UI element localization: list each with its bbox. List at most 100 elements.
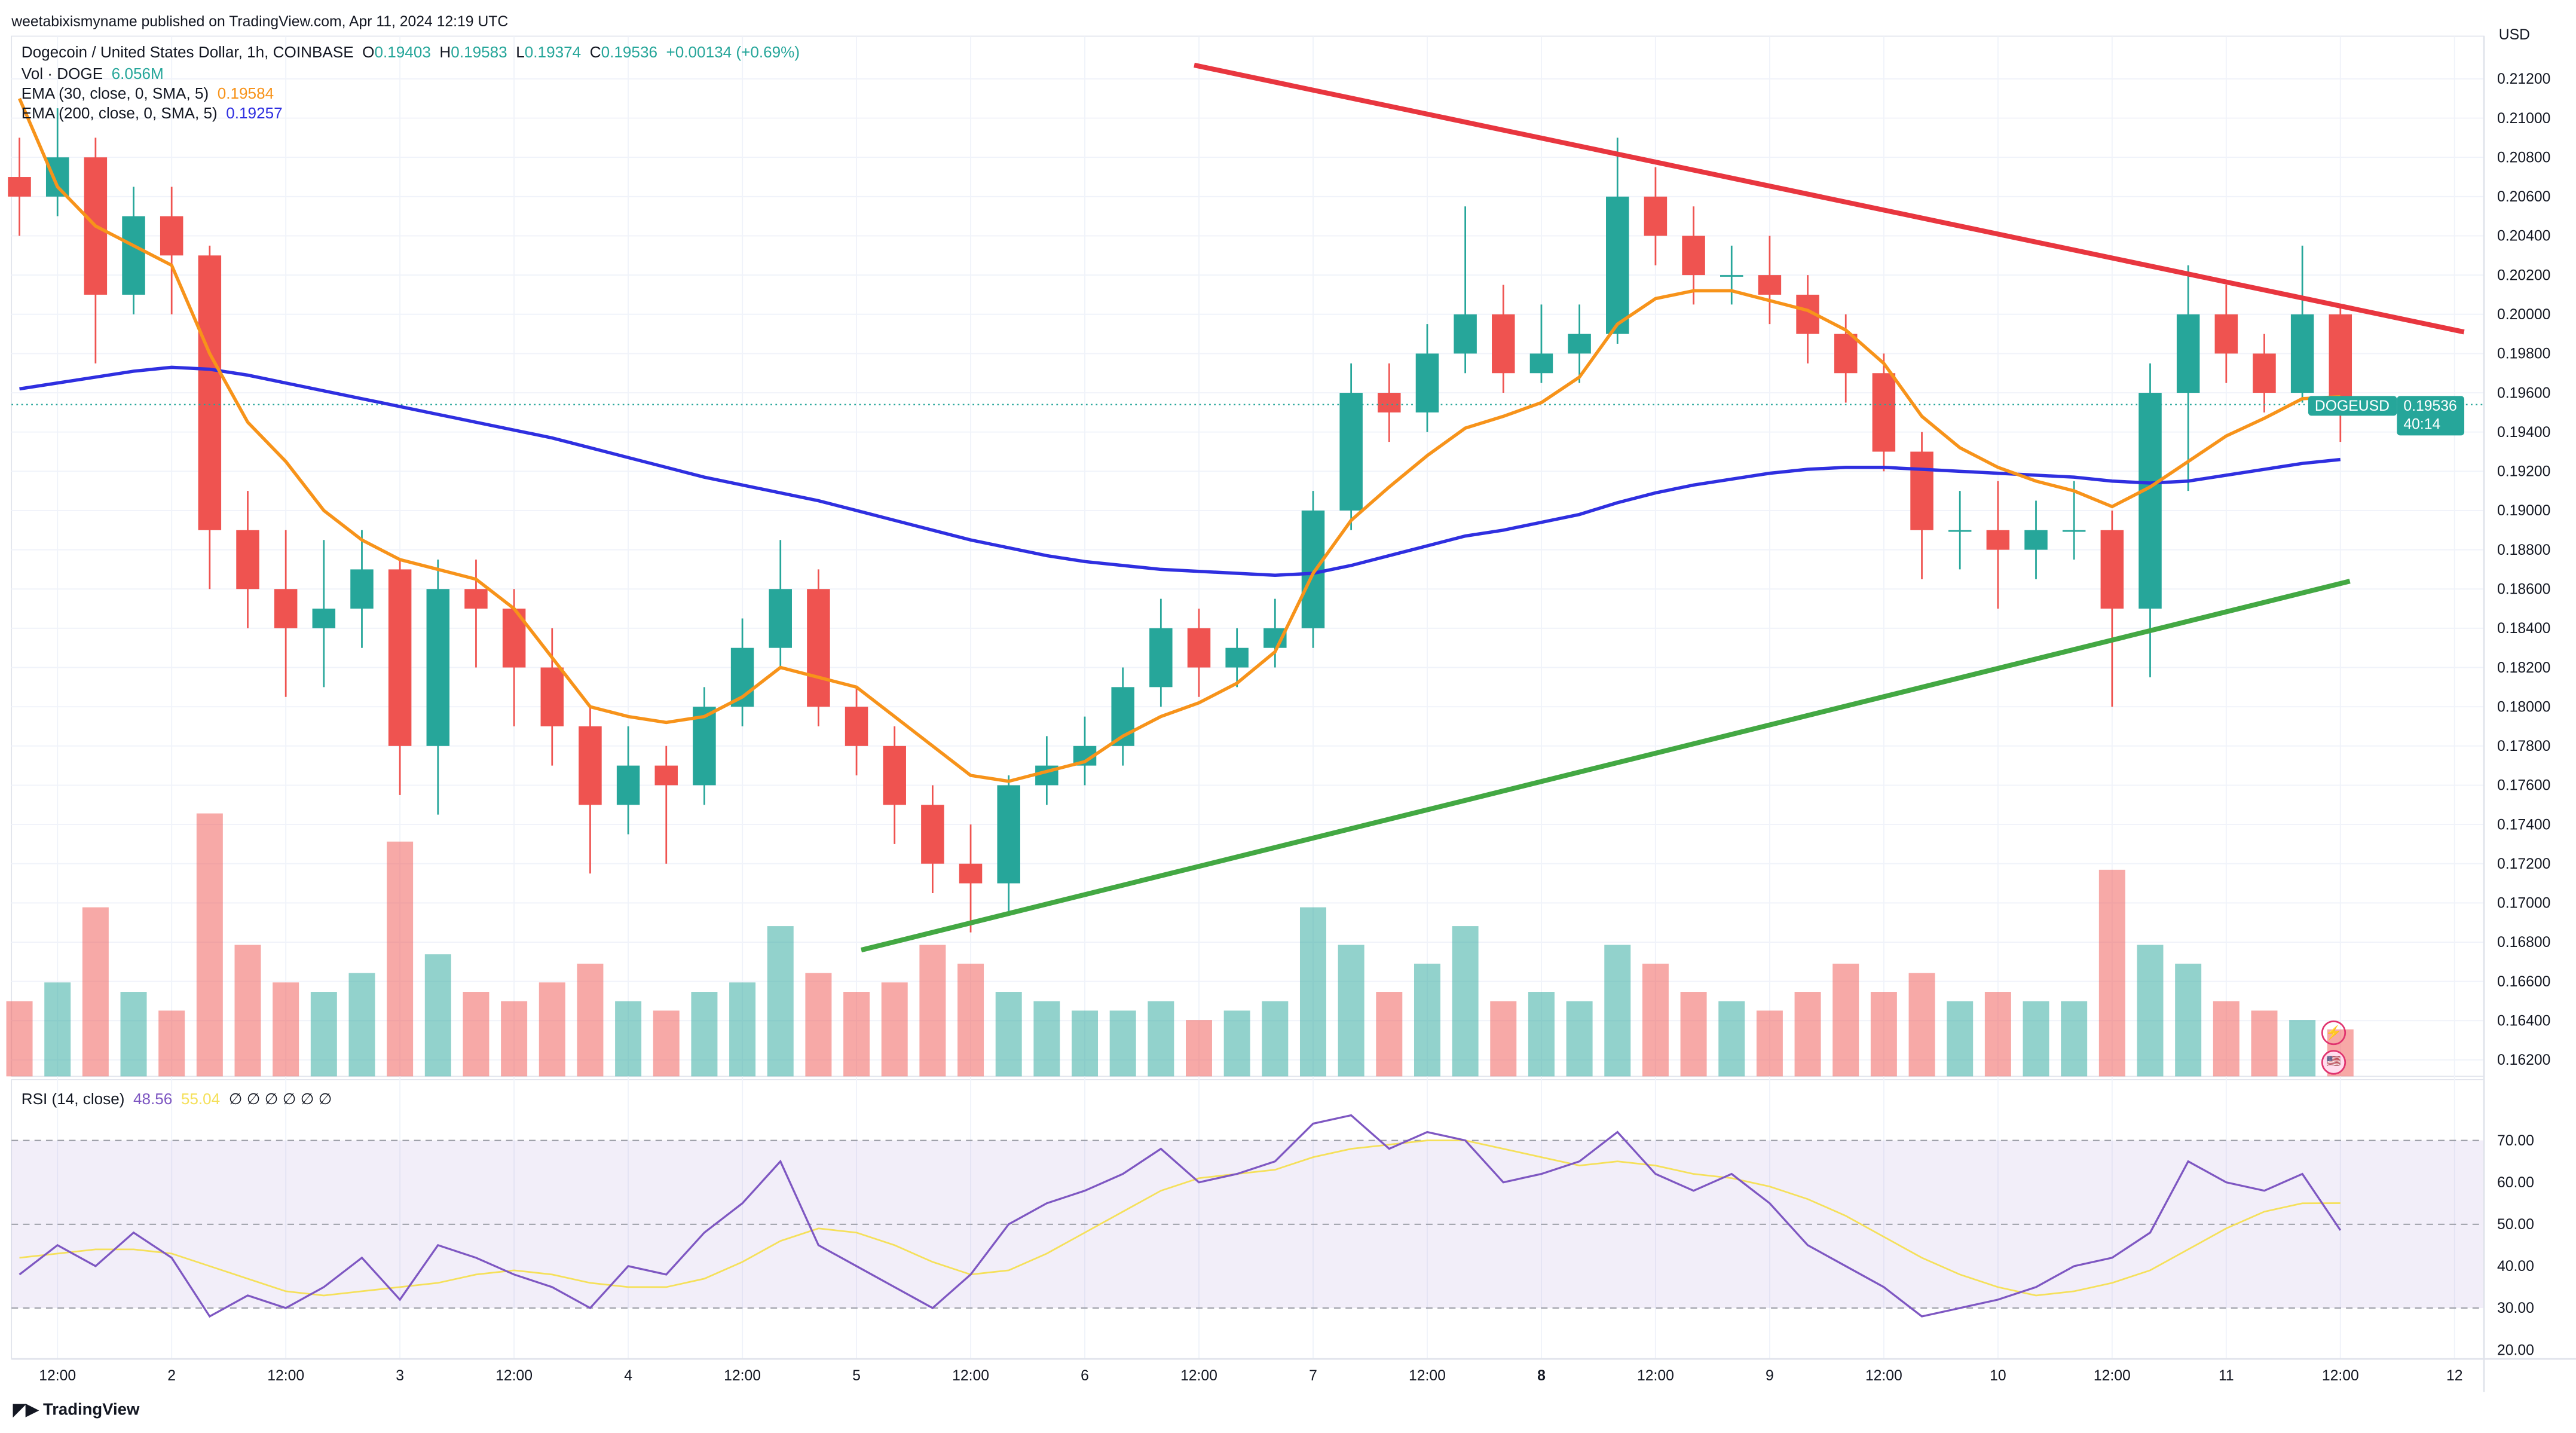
- volume-bar: [1186, 1020, 1212, 1077]
- ema200-value: 0.19257: [226, 105, 283, 124]
- volume-bar: [957, 963, 984, 1077]
- price-tick-label: 0.17600: [2497, 778, 2550, 794]
- time-tick-label: 12:00: [724, 1368, 761, 1384]
- volume-bar: [1908, 973, 1935, 1077]
- candle-body: [1948, 530, 1972, 532]
- volume-bar: [1794, 992, 1821, 1077]
- candle-body: [883, 745, 906, 805]
- volume-bar: [1566, 1001, 1593, 1077]
- rsi-line: [19, 1114, 2342, 1318]
- candle-body: [540, 667, 564, 726]
- volume-bar: [1832, 963, 1859, 1077]
- price-tick-label: 0.17800: [2497, 738, 2550, 754]
- candle-body: [1415, 353, 1439, 413]
- publish-line: weetabixismyname published on TradingVie…: [11, 13, 509, 30]
- ema200-line: [19, 365, 2341, 578]
- open-label: O: [362, 44, 375, 63]
- close-value: 0.19536: [601, 44, 657, 63]
- volume-bar: [539, 982, 565, 1077]
- volume-legend[interactable]: Vol · DOGE 6.056M: [22, 66, 164, 84]
- volume-bar: [1680, 992, 1707, 1077]
- candle-body: [45, 157, 69, 197]
- candle-body: [2290, 314, 2314, 393]
- volume-bar: [767, 926, 794, 1077]
- volume-bar: [1338, 945, 1365, 1077]
- candle-body: [769, 589, 792, 648]
- candle-body: [2062, 530, 2086, 532]
- candle-body: [2253, 353, 2276, 393]
- price-tick-label: 0.20200: [2497, 267, 2550, 283]
- price-tick-label: 0.17200: [2497, 856, 2550, 872]
- volume-bar: [1490, 1001, 1517, 1077]
- resistance-trendline: [1194, 62, 2465, 335]
- volume-bar: [843, 992, 870, 1077]
- price-tick-label: 0.18000: [2497, 699, 2550, 715]
- price-tick-label: 0.21200: [2497, 71, 2550, 87]
- volume-bar: [348, 973, 375, 1077]
- candle-body: [1606, 196, 1629, 334]
- volume-bar: [1452, 926, 1479, 1077]
- volume-bar: [1299, 907, 1326, 1077]
- volume-bar: [273, 982, 299, 1077]
- tradingview-logo-icon: ◤▶: [13, 1401, 39, 1420]
- price-tick-label: 0.21000: [2497, 111, 2550, 127]
- open-value: 0.19403: [374, 44, 431, 63]
- volume-bar: [1033, 1001, 1060, 1077]
- candle-body: [2176, 314, 2200, 393]
- ema30-label: EMA (30, close, 0, SMA, 5): [21, 85, 209, 104]
- candle-body: [1187, 628, 1211, 668]
- candle-body: [1492, 314, 1515, 374]
- price-tick-label: 0.16800: [2497, 934, 2550, 951]
- candle-body: [1682, 236, 1705, 276]
- price-tick-label: 0.18800: [2497, 542, 2550, 558]
- rsi-tick-label: 30.00: [2497, 1300, 2534, 1316]
- time-tick-label: 10: [1990, 1368, 2006, 1384]
- candle-body: [312, 609, 336, 628]
- rsi-value: 48.56: [133, 1091, 173, 1110]
- candle-body: [122, 216, 145, 295]
- high-value: 0.19583: [451, 44, 507, 63]
- currency-label[interactable]: USD: [2498, 26, 2531, 43]
- time-tick-label: 2: [167, 1368, 176, 1384]
- candle-body: [2214, 314, 2238, 354]
- candle-body: [2329, 314, 2352, 405]
- volume-bar: [1718, 1001, 1745, 1077]
- time-tick-label: 12:00: [2094, 1368, 2131, 1384]
- time-tick-label: 3: [396, 1368, 404, 1384]
- price-tick-label: 0.19400: [2497, 424, 2550, 441]
- change-value: +0.00134 (+0.69%): [666, 44, 800, 63]
- time-tick-label: 7: [1309, 1368, 1317, 1384]
- candle-body: [2138, 393, 2162, 609]
- volume-bar: [919, 945, 946, 1077]
- tradingview-logo[interactable]: ◤▶ TradingView: [13, 1402, 139, 1420]
- lightning-event-icon[interactable]: ⚡: [2321, 1020, 2346, 1046]
- price-tick-label: 0.17400: [2497, 817, 2550, 833]
- price-tick-label: 0.19800: [2497, 346, 2550, 362]
- candle-body: [2024, 530, 2048, 550]
- last-price-tag: 0.19536 40:14: [2397, 396, 2464, 436]
- high-label: H: [439, 44, 451, 63]
- candle-body: [807, 589, 830, 707]
- rsi-tick-label: 60.00: [2497, 1175, 2534, 1191]
- candle-body: [1301, 510, 1325, 628]
- candle-body: [388, 569, 412, 746]
- volume-bar: [463, 992, 489, 1077]
- ema30-legend[interactable]: EMA (30, close, 0, SMA, 5) 0.19584: [22, 85, 274, 103]
- time-tick-label: 12:00: [1865, 1368, 1902, 1384]
- candle-body: [8, 177, 31, 197]
- candle-body: [1758, 275, 1782, 295]
- ema200-legend[interactable]: EMA (200, close, 0, SMA, 5) 0.19257: [22, 105, 283, 123]
- support-trendline: [861, 579, 2351, 953]
- symbol-legend[interactable]: Dogecoin / United States Dollar, 1h, COI…: [22, 44, 800, 62]
- low-label: L: [516, 44, 525, 63]
- volume-label: Vol · DOGE: [21, 65, 103, 84]
- volume-bar: [1947, 1001, 1974, 1077]
- close-label: C: [589, 44, 601, 63]
- volume-bar: [805, 973, 832, 1077]
- price-tick-label: 0.19000: [2497, 503, 2550, 519]
- us-flag-event-icon[interactable]: 🇺🇸: [2321, 1050, 2346, 1075]
- candle-body: [2100, 530, 2124, 609]
- rsi-legend[interactable]: RSI (14, close) 48.56 55.04 ∅ ∅ ∅ ∅ ∅ ∅: [22, 1091, 332, 1109]
